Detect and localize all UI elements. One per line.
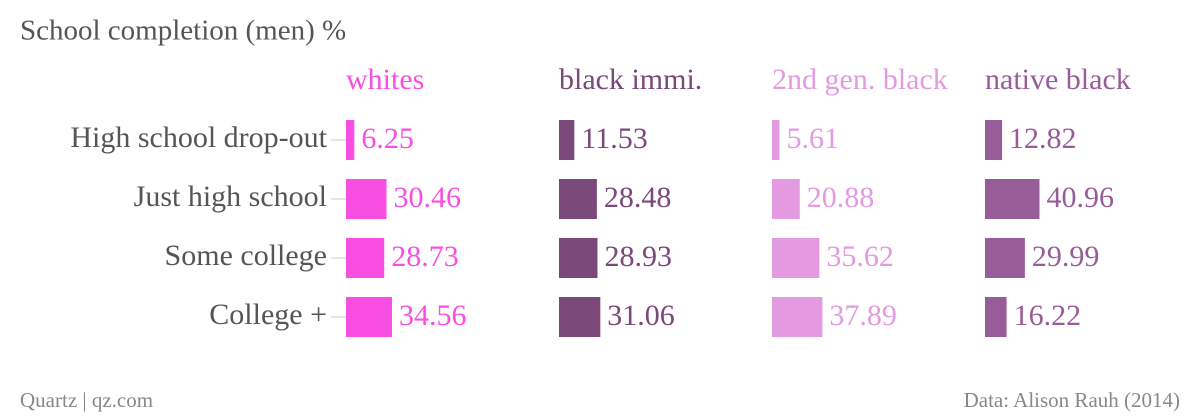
source-right: Data: Alison Rauh (2014) <box>964 388 1180 412</box>
bar <box>346 179 387 219</box>
bar <box>985 297 1007 337</box>
value-label: 40.96 <box>1046 181 1114 214</box>
bar <box>985 120 1003 160</box>
category-label: High school drop-out <box>70 121 327 154</box>
bar <box>559 238 598 278</box>
series-label: 2nd gen. black <box>772 63 948 96</box>
value-label: 16.22 <box>1014 299 1081 332</box>
value-label: 11.53 <box>581 122 647 155</box>
value-label: 34.56 <box>399 299 467 332</box>
value-label: 12.82 <box>1009 122 1076 155</box>
bar <box>559 297 601 337</box>
bar <box>346 297 392 337</box>
value-label: 28.93 <box>604 240 672 273</box>
value-label: 31.06 <box>607 299 675 332</box>
value-label: 30.46 <box>394 181 462 214</box>
value-label: 6.25 <box>361 122 414 155</box>
series-label: whites <box>346 63 424 96</box>
value-label: 28.48 <box>604 181 672 214</box>
value-label: 29.99 <box>1032 240 1100 273</box>
series-label: native black <box>985 63 1131 96</box>
value-label: 35.62 <box>826 240 894 273</box>
bar <box>772 297 823 337</box>
series-label: black immi. <box>559 63 702 96</box>
value-label: 28.73 <box>391 240 459 273</box>
bar <box>559 179 597 219</box>
category-label: Just high school <box>134 180 327 213</box>
value-label: 5.61 <box>786 122 839 155</box>
bar <box>346 120 355 160</box>
source-left: Quartz | qz.com <box>20 388 153 412</box>
bar <box>559 120 575 160</box>
value-label: 20.88 <box>807 181 875 214</box>
bar <box>985 238 1025 278</box>
value-label: 37.89 <box>829 299 897 332</box>
bar <box>772 179 800 219</box>
bar <box>772 238 820 278</box>
bar <box>772 120 780 160</box>
bar <box>346 238 385 278</box>
chart-title: School completion (men) % <box>20 15 346 47</box>
category-label: College + <box>209 298 327 331</box>
category-label: Some college <box>165 239 327 272</box>
bar <box>985 179 1040 219</box>
